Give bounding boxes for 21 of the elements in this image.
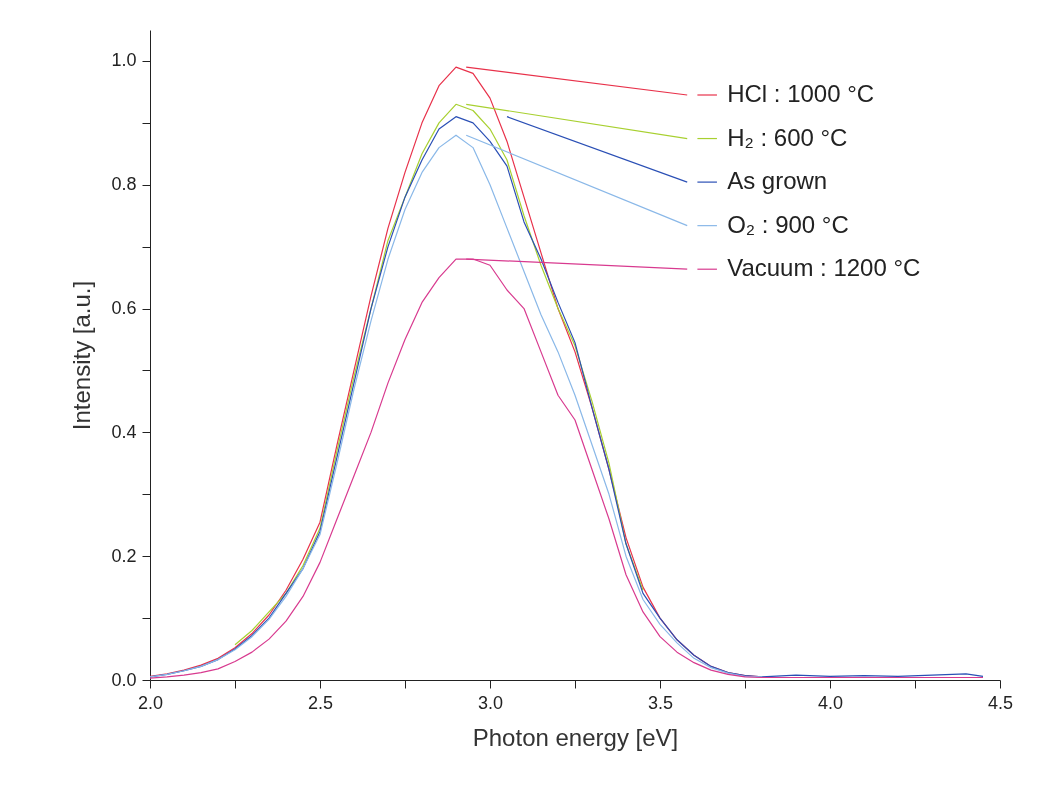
legend-label: O₂ : 900 °C: [727, 210, 849, 238]
y-tick-label: 0.8: [111, 174, 137, 195]
x-axis-title: Photon energy [eV]: [472, 723, 679, 751]
legend-label: H₂ : 600 °C: [727, 123, 848, 151]
x-tick-label: 2.0: [137, 692, 164, 713]
x-tick-label: 3.0: [477, 692, 504, 713]
y-tick-label: 1.0: [111, 50, 137, 71]
y-tick-label: 0.6: [111, 298, 137, 319]
legend-label: Vacuum : 1200 °C: [727, 254, 921, 282]
y-tick-label: 0.0: [111, 669, 137, 690]
y-tick-label: 0.2: [111, 545, 137, 566]
x-tick-label: 4.0: [817, 692, 844, 713]
legend-label: HCl : 1000 °C: [727, 80, 875, 107]
y-tick-label: 0.4: [111, 421, 137, 442]
line-series: [234, 103, 644, 646]
x-tick-label: 3.5: [647, 692, 674, 713]
legend-label: As grown: [727, 167, 828, 195]
y-axis-title: Intensity [a.u.]: [68, 280, 96, 431]
x-tick-label: 4.5: [987, 692, 1014, 713]
line-series: [150, 258, 984, 679]
x-tick-label: 2.5: [307, 692, 334, 713]
